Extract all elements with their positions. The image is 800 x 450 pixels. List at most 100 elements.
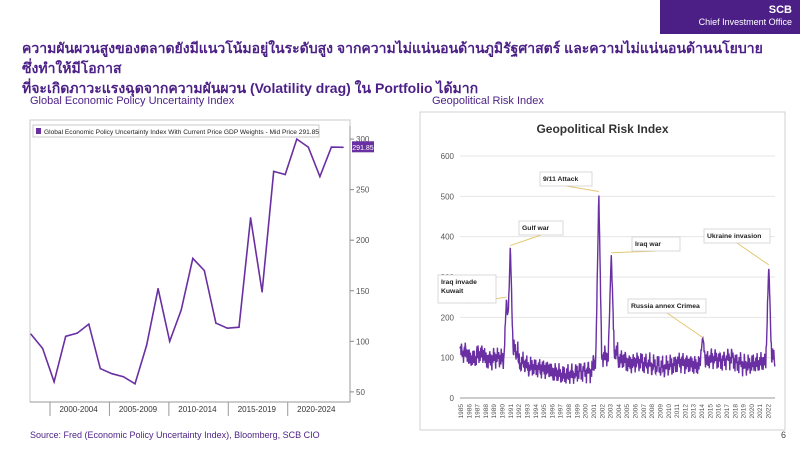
gpr-x-tick-label: 2005 — [624, 404, 631, 419]
gpr-x-tick-label: 1990 — [500, 404, 507, 419]
gpr-x-tick-label: 2007 — [641, 404, 648, 419]
gpr-annotation-label: Iraq war — [635, 241, 661, 248]
scb-logo: SCB Chief Investment Office — [660, 0, 800, 34]
epu-data-point — [168, 340, 171, 343]
gpr-annotation-box — [437, 274, 497, 304]
gpr-x-tick-label: 2018 — [732, 404, 739, 419]
gpr-x-tick-label: 2008 — [649, 404, 656, 419]
epu-data-point — [111, 372, 113, 375]
right-chart-subtitle: Geopolitical Risk Index — [432, 95, 544, 107]
gpr-x-tick-label: 1989 — [491, 404, 498, 419]
gpr-x-tick-label: 1997 — [558, 404, 565, 419]
gpr-y-tick-label: 100 — [441, 354, 455, 363]
gpr-x-tick-label: 2019 — [741, 404, 748, 419]
gpr-annotation-box — [627, 298, 707, 314]
epu-y-tick-label: 100 — [356, 337, 370, 346]
epu-data-point — [41, 347, 44, 350]
gpr-x-tick-label: 1987 — [475, 404, 482, 419]
epu-y-tick-label: 50 — [356, 388, 365, 397]
gpr-annotation-label: 9/11 Attack — [543, 176, 578, 183]
epu-legend-swatch — [36, 128, 41, 134]
gpr-x-tick-label: 1992 — [516, 404, 523, 419]
gpr-x-tick-label: 1985 — [458, 404, 465, 419]
gpr-x-tick-label: 1994 — [533, 404, 540, 419]
epu-legend-box — [32, 124, 320, 138]
gpr-x-tick-label: 2003 — [608, 404, 615, 419]
epu-data-point — [145, 344, 148, 347]
epu-plot-area — [29, 119, 351, 403]
gpr-y-tick-label: 200 — [441, 313, 455, 322]
gpr-y-tick-label: 0 — [450, 394, 455, 403]
epu-legend-text: Global Economic Policy Uncertainty Index… — [44, 129, 319, 136]
page-number: 6 — [780, 430, 786, 440]
gpr-annotation-label: Iraq invade Kuwait — [441, 279, 477, 295]
epu-x-tick-label: 2015-2019 — [238, 405, 277, 414]
gpr-annotation-label: Russia annex Crimea — [631, 303, 700, 310]
gpr-x-tick-label: 1996 — [549, 404, 556, 419]
gpr-annotation-box — [518, 220, 564, 236]
gpr-x-tick-label: 2002 — [599, 404, 606, 419]
gpr-x-tick-label: 2020 — [749, 404, 756, 419]
gpr-x-tick-label: 2016 — [716, 404, 723, 419]
epu-data-point — [122, 375, 125, 378]
epu-data-point — [261, 290, 263, 293]
epu-data-point — [284, 173, 287, 176]
gpr-x-tick-label: 2000 — [583, 404, 590, 419]
gpr-x-tick-label: 2017 — [724, 404, 731, 419]
headline-line-2: ที่จะเกิดภาวะแรงฉุดจากความผันผวน (Volati… — [22, 80, 479, 96]
epu-x-tick-label: 2005-2009 — [119, 405, 158, 414]
epu-data-point — [319, 175, 321, 178]
gpr-x-tick-label: 2014 — [699, 404, 706, 419]
epu-data-point — [99, 367, 102, 370]
gpr-annotation-leader — [565, 185, 599, 192]
gpr-annotation-box — [539, 171, 593, 187]
epu-data-point — [157, 287, 159, 290]
gpr-chart-title: Geopolitical Risk Index — [536, 122, 668, 136]
epu-x-tick-label: 2000-2004 — [59, 405, 98, 414]
page-headline: ความผันผวนสูงของตลาดยังมีแนวโน้มอยู่ในระ… — [22, 38, 772, 98]
gpr-annotation-leader — [466, 296, 507, 304]
gpr-x-tick-label: 2022 — [766, 404, 773, 419]
epu-data-point — [330, 146, 333, 148]
gpr-y-tick-label: 600 — [441, 152, 455, 161]
gpr-x-tick-label: 2011 — [674, 404, 681, 418]
gpr-x-tick-label: 1986 — [466, 404, 473, 419]
epu-data-point — [76, 332, 79, 335]
gpr-series-line — [459, 195, 776, 384]
epu-x-tick-label: 2010-2014 — [178, 405, 217, 414]
gpr-x-tick-label: 1999 — [574, 404, 581, 419]
epu-data-point — [180, 309, 183, 311]
gpr-x-tick-label: 1988 — [483, 404, 490, 419]
gpr-x-tick-label: 1991 — [508, 404, 515, 419]
epu-data-point — [64, 335, 67, 338]
epu-data-point — [249, 217, 252, 219]
gpr-x-tick-label: 2009 — [657, 404, 664, 419]
gpr-x-tick-label: 1993 — [524, 404, 531, 419]
source-note: Source: Fred (Economic Policy Uncertaint… — [30, 430, 320, 440]
gpr-x-tick-label: 1998 — [566, 404, 573, 419]
gpr-x-tick-label: 2013 — [691, 404, 698, 419]
gpr-x-tick-label: 1995 — [541, 404, 548, 419]
epu-data-point — [134, 382, 136, 385]
gpr-x-tick-label: 2006 — [633, 404, 640, 419]
epu-data-point — [295, 138, 298, 140]
epu-last-value-badge — [352, 141, 374, 153]
epu-data-point — [272, 170, 275, 173]
epu-data-point — [215, 322, 217, 324]
epu-data-point — [342, 146, 344, 149]
epu-data-point — [30, 333, 32, 336]
gpr-x-tick-label: 2004 — [616, 404, 623, 419]
epu-x-tick-label: 2020-2024 — [297, 405, 336, 414]
gpr-annotation-box — [631, 236, 681, 252]
gpr-annotation-leader — [736, 242, 770, 266]
epu-y-tick-label: 150 — [356, 287, 370, 296]
gpr-annotation-label: Gulf war — [522, 225, 550, 232]
left-chart-subtitle: Global Economic Policy Uncertainty Index — [30, 95, 235, 107]
epu-last-value-label: 291.85 — [352, 145, 374, 152]
gpr-x-tick-label: 2021 — [757, 404, 764, 419]
gpr-annotation-box — [703, 228, 771, 244]
gpr-y-tick-label: 500 — [441, 192, 455, 201]
epu-y-tick-label: 250 — [356, 186, 370, 195]
epu-data-point — [238, 326, 240, 328]
gpr-y-tick-label: 400 — [441, 233, 455, 242]
